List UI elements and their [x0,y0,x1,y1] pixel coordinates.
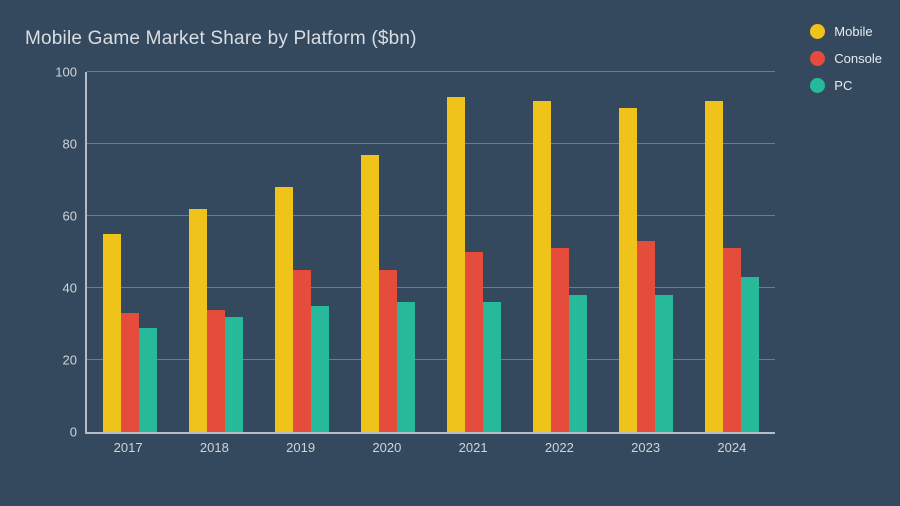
bar-pc-2017 [139,327,157,432]
bar-group-2018 [173,72,259,432]
chart-title: Mobile Game Market Share by Platform ($b… [25,28,417,49]
bar-mobile-2017 [103,234,121,432]
bar-group-2017 [87,72,173,432]
bar-group-2022 [517,72,603,432]
y-tick-label-100: 100 [55,64,77,80]
bar-mobile-2019 [275,187,293,432]
y-tick-label-40: 40 [62,280,77,296]
bar-mobile-2023 [619,108,637,432]
x-tick-label-2023: 2023 [631,440,661,455]
bar-groups [87,72,775,432]
bar-pc-2018 [225,316,243,432]
x-tick-label-2019: 2019 [286,440,316,455]
bar-mobile-2018 [189,208,207,432]
legend-label-console: Console [834,51,882,66]
legend-label-mobile: Mobile [834,24,873,39]
bar-console-2018 [207,309,225,432]
bar-console-2022 [551,248,569,432]
bar-console-2021 [465,252,483,432]
bar-pc-2023 [655,295,673,432]
legend-dot-mobile [810,24,826,39]
bar-pc-2024 [741,277,759,432]
x-axis-labels: 2017 2018 2019 2020 2021 2022 2023 2024 [85,440,775,455]
legend-dot-pc [810,78,826,93]
legend-dot-console [810,51,826,66]
legend: Mobile Console PC [810,24,882,93]
x-tick-label-2020: 2020 [372,440,402,455]
bar-pc-2022 [569,295,587,432]
legend-label-pc: PC [834,78,853,93]
x-tick-label-2022: 2022 [544,440,574,455]
bar-pc-2020 [397,302,415,432]
bar-console-2017 [121,313,139,432]
y-tick-label-20: 20 [62,352,77,368]
y-tick-label-0: 0 [69,424,77,440]
bar-pc-2019 [311,306,329,432]
bar-console-2024 [723,248,741,432]
bar-pc-2021 [483,302,501,432]
x-tick-label-2021: 2021 [458,440,488,455]
plot-area: 0 20 40 60 80 100 [55,65,775,440]
legend-item-console[interactable]: Console [810,51,882,66]
y-tick-label-60: 60 [62,208,77,224]
x-tick-label-2018: 2018 [199,440,229,455]
bar-mobile-2021 [447,97,465,432]
x-tick-label-2017: 2017 [113,440,143,455]
bar-console-2020 [379,270,397,432]
y-tick-label-80: 80 [62,136,77,152]
x-tick-label-2024: 2024 [717,440,747,455]
bar-console-2019 [293,270,311,432]
bar-group-2019 [259,72,345,432]
bar-group-2020 [345,72,431,432]
bar-mobile-2020 [361,154,379,432]
bar-console-2023 [637,241,655,432]
bar-mobile-2024 [705,100,723,432]
bar-mobile-2022 [533,100,551,432]
legend-item-mobile[interactable]: Mobile [810,24,882,39]
bar-group-2024 [689,72,775,432]
bar-group-2021 [431,72,517,432]
bar-group-2023 [603,72,689,432]
legend-item-pc[interactable]: PC [810,78,882,93]
